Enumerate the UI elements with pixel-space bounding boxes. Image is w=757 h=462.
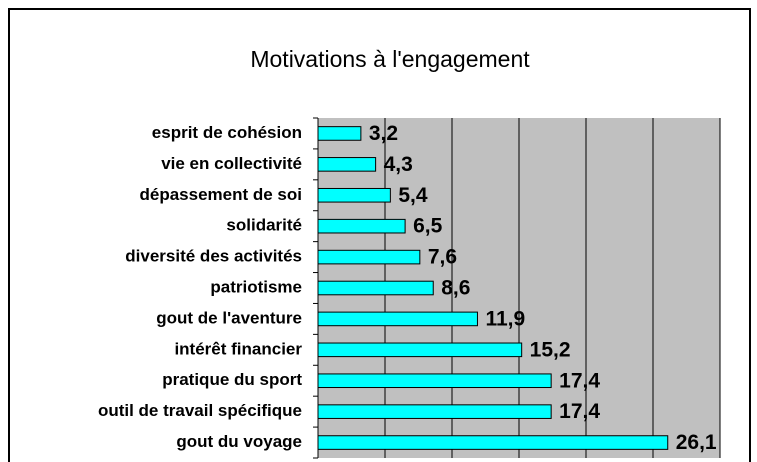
bar: [317, 249, 421, 265]
data-label: 15,2: [530, 338, 571, 361]
y-tick-label: solidarité: [226, 216, 302, 235]
bar: [317, 435, 669, 450]
y-tick-label: intérêt financier: [174, 339, 302, 358]
y-tick-label: vie en collectivité: [161, 154, 302, 173]
bar: [317, 126, 362, 141]
y-tick-label: esprit de cohésion: [152, 123, 302, 142]
y-tick-label: diversité des activités: [125, 247, 302, 266]
data-label: 6,5: [413, 215, 443, 238]
bar: [317, 373, 552, 389]
data-label: 17,4: [559, 369, 600, 392]
bar: [317, 218, 406, 234]
bar: [317, 280, 434, 296]
data-label: 4,3: [384, 153, 413, 176]
data-label: 8,6: [441, 277, 470, 300]
chart-title: Motivations à l'engagement: [250, 46, 530, 72]
y-tick-label: pratique du sport: [162, 370, 302, 389]
y-tick-label: dépassement de soi: [139, 185, 302, 204]
data-label: 17,4: [559, 400, 600, 423]
data-label: 11,9: [485, 307, 525, 330]
y-tick-label: outil de travail spécifique: [98, 401, 302, 420]
y-tick-label: gout du voyage: [176, 432, 302, 451]
bar: [317, 157, 377, 172]
y-tick-label: patriotisme: [210, 277, 302, 296]
bar: [317, 311, 478, 327]
data-label: 26,1: [676, 431, 717, 454]
bar: [317, 404, 552, 419]
bar: [317, 187, 391, 203]
data-label: 7,6: [428, 246, 457, 269]
bar: [317, 342, 523, 358]
data-label: 5,4: [398, 184, 428, 207]
y-tick-label: gout de l'aventure: [156, 308, 302, 327]
data-label: 3,2: [369, 122, 398, 145]
